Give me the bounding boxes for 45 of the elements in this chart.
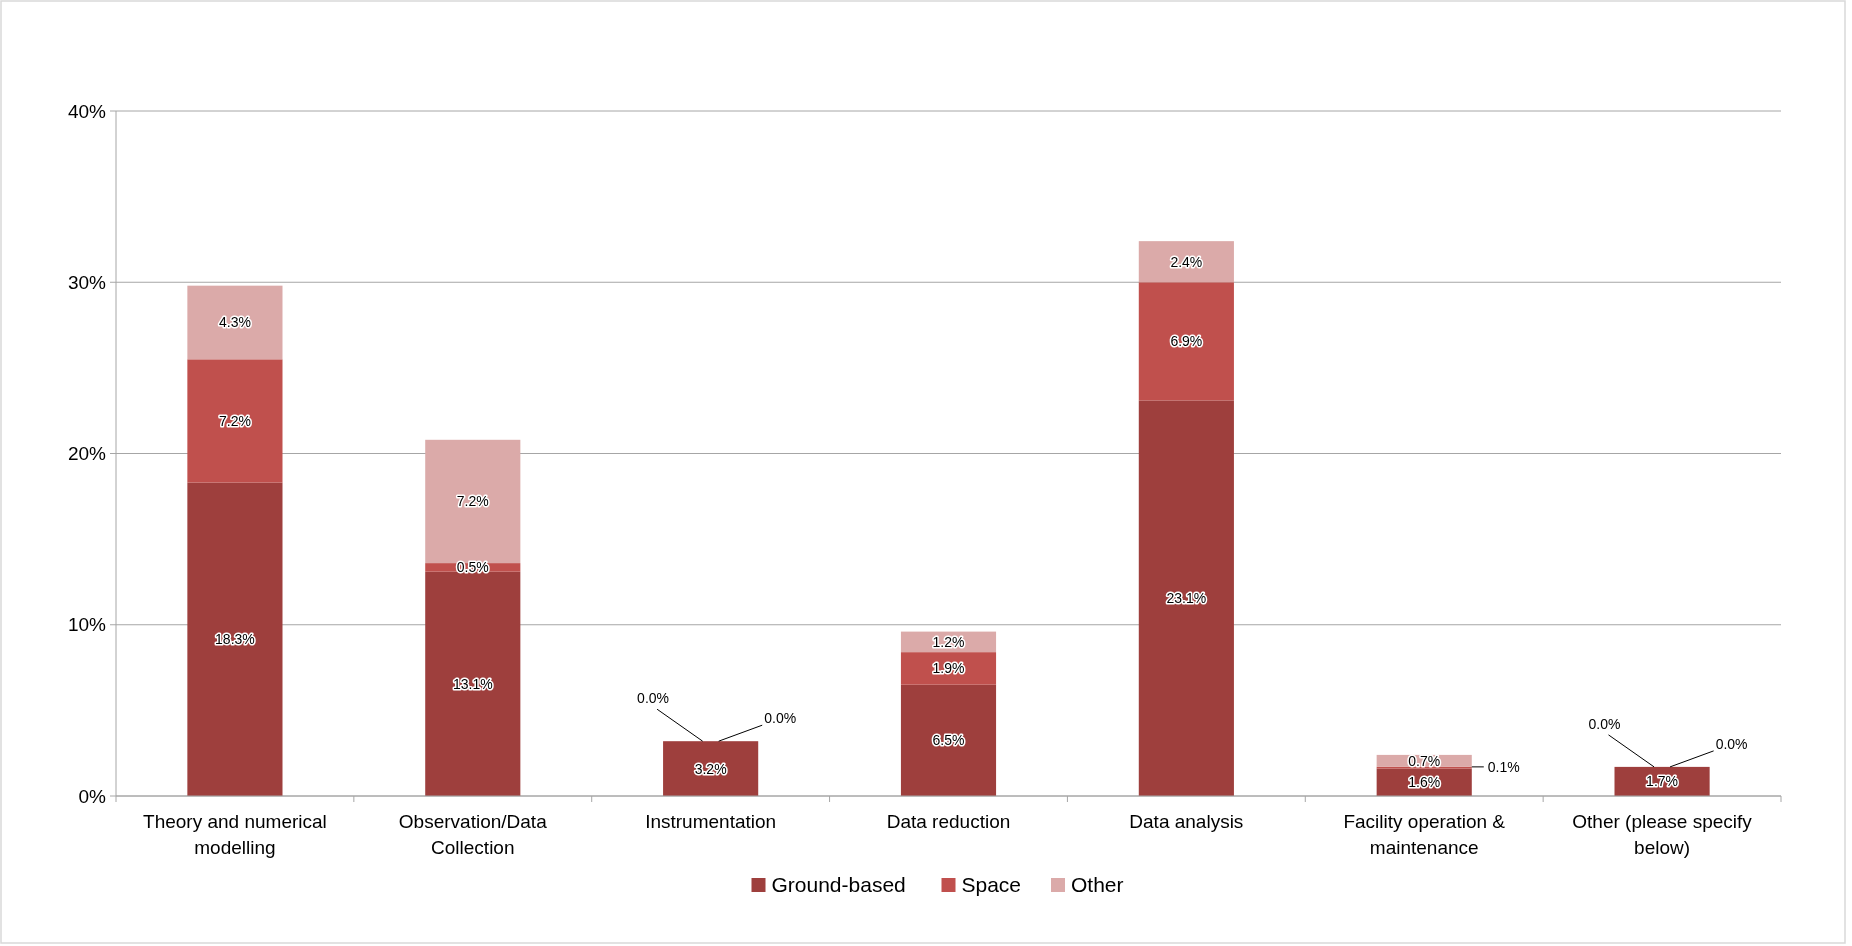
data-label: 6.9% [1170,333,1203,350]
bar [425,439,521,564]
legend-label: Other [1071,873,1124,897]
x-tick-label: Instrumentation [645,811,777,832]
data-label: 0.5% [456,559,489,576]
x-tick-label: Observation/Data Collection [398,811,548,858]
legend-label: Ground-based [771,873,906,897]
data-label: 0.0% [764,710,797,727]
data-label: 7.2% [218,412,251,429]
y-tick-label: 10% [67,614,107,636]
data-label: 1.7% [1646,773,1679,790]
bar [187,482,283,796]
bar [900,684,997,796]
data-label: 7.2% [456,493,489,510]
x-tick-label: Other (please specify below) [1572,811,1753,858]
y-tick-label: 0% [78,785,107,807]
y-tick-label: 30% [67,271,107,293]
bar [187,285,283,360]
y-tick-label: 40% [67,100,107,122]
data-label: 0.7% [1408,752,1441,769]
bar [425,571,521,796]
data-label: 4.3% [218,314,251,331]
data-label: 3.2% [694,760,727,777]
bar [1138,282,1234,401]
data-label: 0.0% [637,690,670,707]
bar [1138,400,1234,796]
y-tick-label: 20% [67,443,107,465]
data-label: 18.3% [215,631,255,648]
x-tick-label: Data reduction [886,811,1011,832]
x-tick-label: Theory and numerical modelling [143,811,327,858]
data-label: 2.4% [1170,253,1203,270]
data-label: 6.5% [932,732,965,749]
data-label: 1.2% [932,633,965,650]
data-label: 23.1% [1166,590,1207,607]
x-tick-label: Facility operation & maintenance [1343,811,1506,858]
data-label: 0.0% [1588,715,1621,732]
data-label: 0.1% [1487,758,1520,775]
data-label: 1.9% [932,660,965,677]
bar [187,359,283,483]
legend-label: Space [961,873,1022,897]
data-label: 1.6% [1408,774,1441,791]
bar [663,741,759,796]
data-label: 13.1% [452,675,493,692]
x-tick-label: Data analysis [1129,811,1244,832]
data-label: 0.0% [1715,735,1748,752]
